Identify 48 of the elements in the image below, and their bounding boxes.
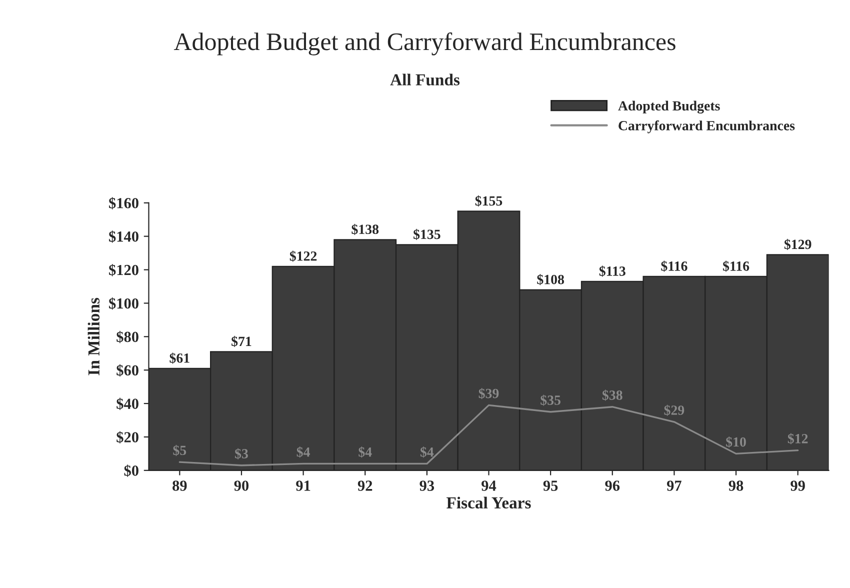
data-label: $3 bbox=[235, 448, 248, 460]
data-label: $71 bbox=[232, 336, 252, 347]
data-label: $4 bbox=[420, 446, 434, 458]
y-tick-label: $0 bbox=[124, 464, 138, 477]
y-axis-title: In Millions bbox=[88, 298, 100, 376]
data-label: $38 bbox=[602, 390, 622, 401]
data-label: $10 bbox=[726, 436, 746, 448]
data-label: $138 bbox=[352, 224, 379, 235]
x-tick-label: 98 bbox=[728, 480, 744, 491]
y-tick-label: $60 bbox=[116, 364, 138, 377]
data-label: $122 bbox=[290, 250, 317, 262]
data-label: $61 bbox=[170, 352, 190, 364]
chart-title: Adopted Budget and Carryforward Encumbrances bbox=[174, 32, 676, 56]
chart-subtitle: All Funds bbox=[390, 74, 460, 86]
legend-label: Adopted Budgets bbox=[618, 100, 720, 114]
data-label: $113 bbox=[599, 266, 626, 277]
data-label: $135 bbox=[414, 228, 440, 240]
x-tick-label: 93 bbox=[420, 480, 434, 491]
data-label: $29 bbox=[664, 404, 684, 416]
x-tick-label: 95 bbox=[543, 480, 558, 491]
data-label: $116 bbox=[723, 260, 750, 272]
data-label: $39 bbox=[478, 388, 499, 400]
x-tick-label: 94 bbox=[482, 480, 496, 491]
y-tick-label: $100 bbox=[109, 297, 138, 310]
data-label: $35 bbox=[540, 394, 560, 406]
data-label: $5 bbox=[173, 444, 186, 456]
y-tick-label: $140 bbox=[109, 230, 138, 243]
y-tick-label: $80 bbox=[116, 330, 138, 344]
x-tick-label: 92 bbox=[358, 480, 372, 491]
x-tick-label: 99 bbox=[790, 480, 805, 491]
x-tick-label: 89 bbox=[172, 480, 187, 491]
data-label: $4 bbox=[358, 446, 372, 458]
x-tick-label: 90 bbox=[234, 480, 249, 491]
x-tick-label: 97 bbox=[666, 480, 682, 491]
data-label: $108 bbox=[537, 274, 564, 286]
y-tick-label: $20 bbox=[116, 431, 138, 444]
y-tick-label: $120 bbox=[109, 264, 138, 276]
data-label: $12 bbox=[788, 433, 808, 444]
y-tick-label: $160 bbox=[109, 197, 138, 210]
y-tick-label: $40 bbox=[116, 398, 138, 410]
x-tick-label: 91 bbox=[296, 480, 310, 491]
x-tick-label: 96 bbox=[605, 480, 620, 491]
x-axis-title: Fiscal Years bbox=[446, 496, 531, 508]
data-label: $116 bbox=[661, 260, 688, 272]
data-label: $4 bbox=[296, 446, 310, 458]
data-label: $129 bbox=[784, 238, 812, 250]
data-label: $155 bbox=[475, 195, 502, 207]
legend-label: Carryforward Encumbrances bbox=[618, 120, 795, 134]
